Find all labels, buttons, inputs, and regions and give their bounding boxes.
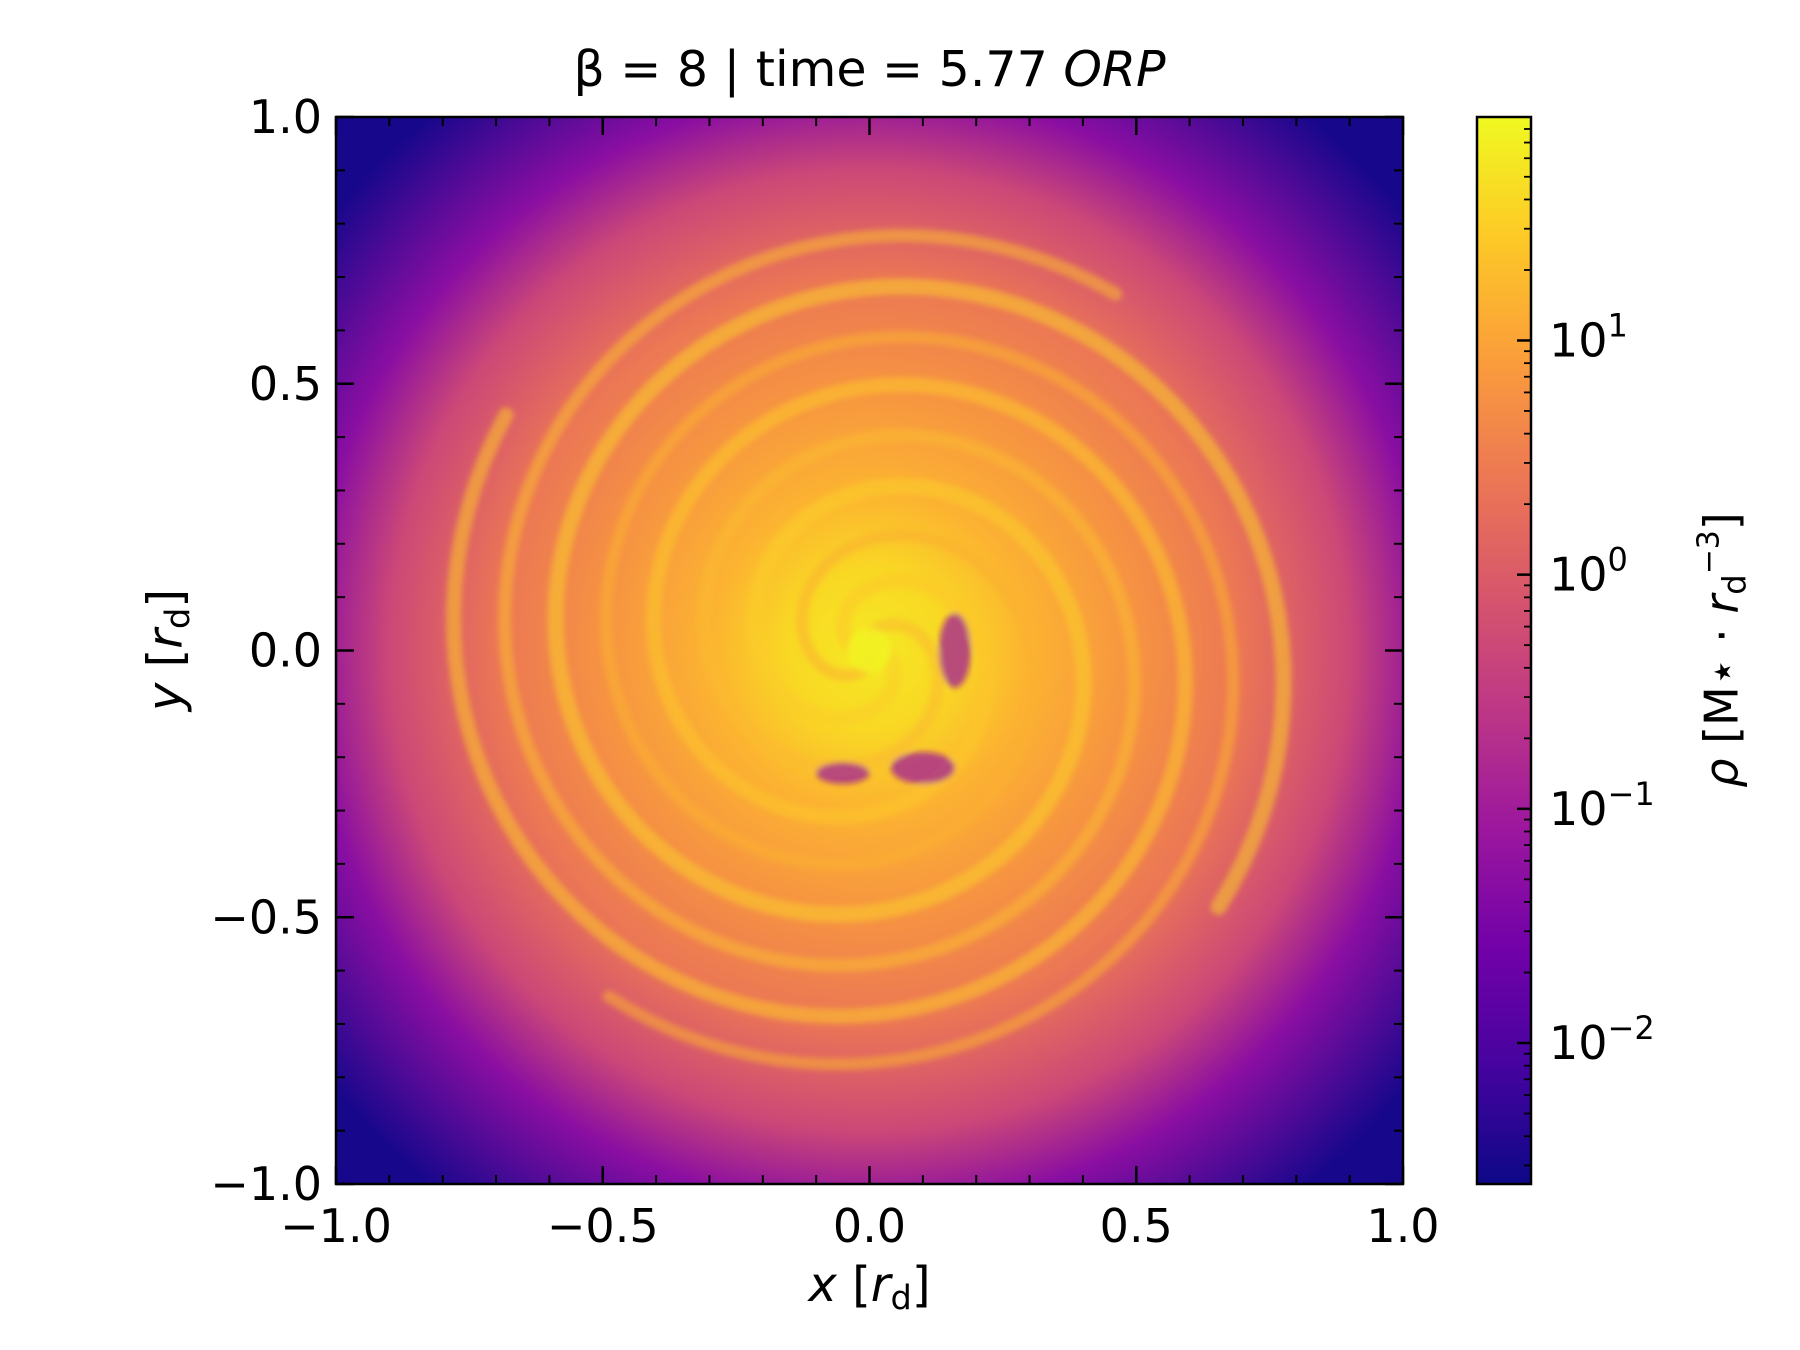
colorbar-tick-label: 101 bbox=[1549, 306, 1628, 367]
colorbar-axis: 101 100 10−1 10−2 bbox=[1475, 115, 1655, 1186]
page-title: β = 8 | time = 5.77 ORP bbox=[573, 41, 1166, 98]
density-void bbox=[938, 613, 971, 688]
spiral-arm bbox=[547, 278, 1292, 923]
density-core bbox=[847, 628, 892, 673]
spiral-arms bbox=[446, 228, 1292, 1071]
density-void bbox=[890, 751, 955, 784]
x-tick-label: 0.0 bbox=[833, 1199, 906, 1253]
x-tick-label: −0.5 bbox=[547, 1199, 659, 1253]
y-tick-label: −1.0 bbox=[210, 1157, 322, 1211]
y-tick-label: −0.5 bbox=[210, 890, 322, 944]
density-map bbox=[336, 117, 1403, 1184]
density-void bbox=[816, 762, 870, 784]
colorbar-tick-label: 100 bbox=[1549, 541, 1628, 602]
spiral-arm bbox=[599, 330, 1239, 1071]
colorbar-frame bbox=[1475, 115, 1533, 1186]
colorbar bbox=[1477, 117, 1531, 1184]
x-tick-label: 0.5 bbox=[1100, 1199, 1173, 1253]
spiral-arm bbox=[446, 377, 1193, 1024]
y-tick-label: 0.5 bbox=[249, 357, 322, 411]
y-tick-label: 0.0 bbox=[249, 624, 322, 678]
x-axis-label: x [rd] bbox=[808, 1257, 931, 1318]
colorbar-label: ρ [M⋆ · rd−3] bbox=[1691, 512, 1754, 788]
colorbar-tick-label: 10−2 bbox=[1549, 1009, 1655, 1070]
x-tick-label: 1.0 bbox=[1366, 1199, 1439, 1253]
colorbar-tick-label: 10−1 bbox=[1549, 775, 1655, 836]
x-tick-label: −1.0 bbox=[280, 1199, 392, 1253]
y-tick-label: 1.0 bbox=[249, 90, 322, 144]
plot-axes: −1.0 −0.5 0.0 0.5 1.0 −1.0 −0.5 0.0 0.5 1.0 bbox=[210, 90, 1439, 1253]
spiral-arm bbox=[498, 228, 1141, 972]
y-axis-label: y [rd] bbox=[137, 588, 198, 712]
